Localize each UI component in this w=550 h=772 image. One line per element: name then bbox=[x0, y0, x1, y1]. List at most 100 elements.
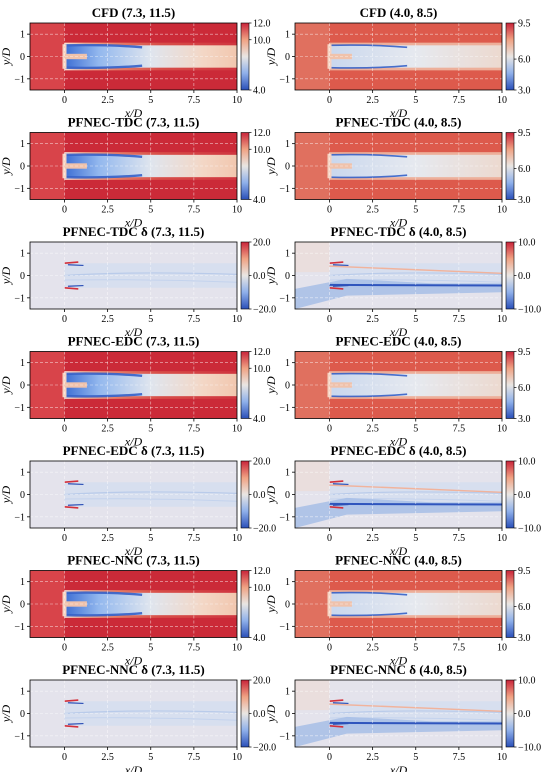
x-tick-label: 2.5 bbox=[366, 752, 379, 763]
x-tick-label: 7.5 bbox=[188, 643, 201, 654]
x-tick-label: 7.5 bbox=[188, 533, 201, 544]
colorbar-tick-label: 6.0 bbox=[518, 383, 531, 394]
heatmap-field bbox=[30, 23, 237, 90]
y-tick-label: 1 bbox=[20, 358, 25, 369]
y-tick-label: 0 bbox=[285, 709, 290, 720]
colorbar-tick-label: 3.0 bbox=[518, 633, 531, 644]
y-tick-label: 1 bbox=[285, 249, 290, 260]
x-tick-label: 5 bbox=[413, 643, 418, 654]
x-axis-label: x/D bbox=[389, 654, 408, 668]
x-tick-label: 0 bbox=[327, 205, 332, 216]
x-axis-label: x/D bbox=[124, 216, 143, 230]
colorbar-tick-label: 0.0 bbox=[518, 709, 531, 720]
y-tick-label: 0 bbox=[285, 490, 290, 501]
x-tick-label: 0 bbox=[62, 424, 67, 435]
colorbar bbox=[240, 351, 250, 419]
x-axis-label: x/D bbox=[124, 106, 143, 120]
x-tick-label: 10 bbox=[497, 205, 507, 216]
colorbar-tick-label: −10.0 bbox=[518, 743, 541, 754]
x-tick-label: 5 bbox=[413, 314, 418, 325]
colorbar-tick-label: 10.0 bbox=[518, 457, 536, 468]
colorbar-tick-label: 9.5 bbox=[518, 19, 531, 30]
x-axis-label: x/D bbox=[124, 763, 143, 772]
colorbar-tick-label: 3.0 bbox=[518, 414, 531, 425]
y-tick-label: 0 bbox=[20, 490, 25, 501]
colorbar-tick-label: 12.0 bbox=[253, 566, 271, 577]
x-tick-label: 10 bbox=[497, 752, 507, 763]
colorbar-tick-label: 20.0 bbox=[253, 676, 271, 687]
x-tick-label: 10 bbox=[497, 314, 507, 325]
panel-11: PFNEC-NNC (7.3, 11.5)0 2.5 5 7.5 1010−1x/Dy/… bbox=[0, 553, 271, 668]
y-tick-label: 0 bbox=[285, 52, 290, 63]
x-axis-label: x/D bbox=[389, 763, 408, 772]
y-axis-label: y/D bbox=[264, 267, 278, 286]
heatmap-field bbox=[295, 23, 502, 90]
y-tick-label: 0 bbox=[285, 162, 290, 173]
x-tick-label: 7.5 bbox=[188, 752, 201, 763]
x-axis-label: x/D bbox=[389, 106, 408, 120]
y-tick-label: 0 bbox=[285, 271, 290, 282]
colorbar-tick-label: 0.0 bbox=[253, 490, 266, 501]
x-tick-label: 0 bbox=[62, 205, 67, 216]
heatmap-field bbox=[30, 242, 237, 309]
x-tick-label: 5 bbox=[148, 205, 153, 216]
heatmap-field bbox=[30, 570, 237, 638]
colorbar-tick-label: 10.0 bbox=[253, 145, 271, 156]
colorbar-tick-label: 4.0 bbox=[253, 414, 266, 425]
x-tick-label: 0 bbox=[327, 424, 332, 435]
x-axis-label: x/D bbox=[124, 325, 143, 339]
x-tick-label: 10 bbox=[232, 752, 242, 763]
colorbar bbox=[505, 460, 515, 529]
x-tick-label: 0 bbox=[62, 643, 67, 654]
y-axis-label: y/D bbox=[0, 705, 13, 724]
x-tick-label: 2.5 bbox=[366, 533, 379, 544]
x-tick-label: 10 bbox=[497, 95, 507, 106]
x-tick-label: 5 bbox=[413, 752, 418, 763]
x-tick-label: 2.5 bbox=[366, 205, 379, 216]
x-tick-label: 5 bbox=[148, 533, 153, 544]
colorbar bbox=[505, 22, 515, 91]
x-tick-label: 0 bbox=[327, 643, 332, 654]
y-tick-label: 1 bbox=[20, 468, 25, 479]
colorbar-tick-label: 0.0 bbox=[518, 271, 531, 282]
y-tick-label: −1 bbox=[279, 731, 290, 742]
y-tick-label: −1 bbox=[279, 403, 290, 414]
panel-9: PFNEC-EDC δ (7.3, 11.5)0 2.5 5 7.5 1010−1x/D… bbox=[0, 443, 276, 558]
y-tick-label: 1 bbox=[285, 687, 290, 698]
y-tick-label: 1 bbox=[20, 249, 25, 260]
colorbar bbox=[240, 241, 250, 310]
x-tick-label: 10 bbox=[232, 314, 242, 325]
x-tick-label: 5 bbox=[148, 95, 153, 106]
colorbar bbox=[505, 570, 515, 638]
colorbar bbox=[240, 679, 250, 748]
x-tick-label: 7.5 bbox=[453, 752, 466, 763]
y-axis-label: y/D bbox=[0, 595, 13, 614]
colorbar-tick-label: 20.0 bbox=[253, 238, 271, 249]
colorbar bbox=[240, 570, 250, 638]
x-tick-label: 2.5 bbox=[101, 643, 114, 654]
heatmap-field bbox=[295, 351, 502, 419]
colorbar-tick-label: −20.0 bbox=[253, 524, 276, 535]
panel-title: PFNEC-EDC (7.3, 11.5) bbox=[68, 334, 200, 349]
panel-title: CFD (4.0, 8.5) bbox=[360, 5, 438, 20]
panel-title: PFNEC-NNC δ (4.0, 8.5) bbox=[330, 662, 467, 677]
colorbar-tick-label: 6.0 bbox=[518, 602, 531, 613]
x-tick-label: 10 bbox=[497, 424, 507, 435]
x-tick-label: 5 bbox=[413, 533, 418, 544]
colorbar-tick-label: 10.0 bbox=[253, 583, 271, 594]
x-tick-label: 0 bbox=[62, 314, 67, 325]
y-tick-label: −1 bbox=[14, 184, 25, 195]
y-tick-label: 0 bbox=[20, 709, 25, 720]
colorbar bbox=[505, 351, 515, 419]
panel-7: PFNEC-EDC (7.3, 11.5)0 2.5 5 7.5 1010−1x/Dy/… bbox=[0, 334, 271, 449]
y-tick-label: −1 bbox=[14, 74, 25, 85]
y-axis-label: y/D bbox=[264, 595, 278, 614]
x-tick-label: 7.5 bbox=[453, 95, 466, 106]
panel-title: PFNEC-TDC δ (7.3, 11.5) bbox=[63, 224, 205, 239]
y-tick-label: 0 bbox=[20, 600, 25, 611]
y-axis-label: y/D bbox=[0, 48, 13, 67]
x-tick-label: 5 bbox=[413, 205, 418, 216]
y-tick-label: −1 bbox=[279, 622, 290, 633]
y-tick-label: −1 bbox=[279, 293, 290, 304]
y-axis-label: y/D bbox=[0, 267, 13, 286]
